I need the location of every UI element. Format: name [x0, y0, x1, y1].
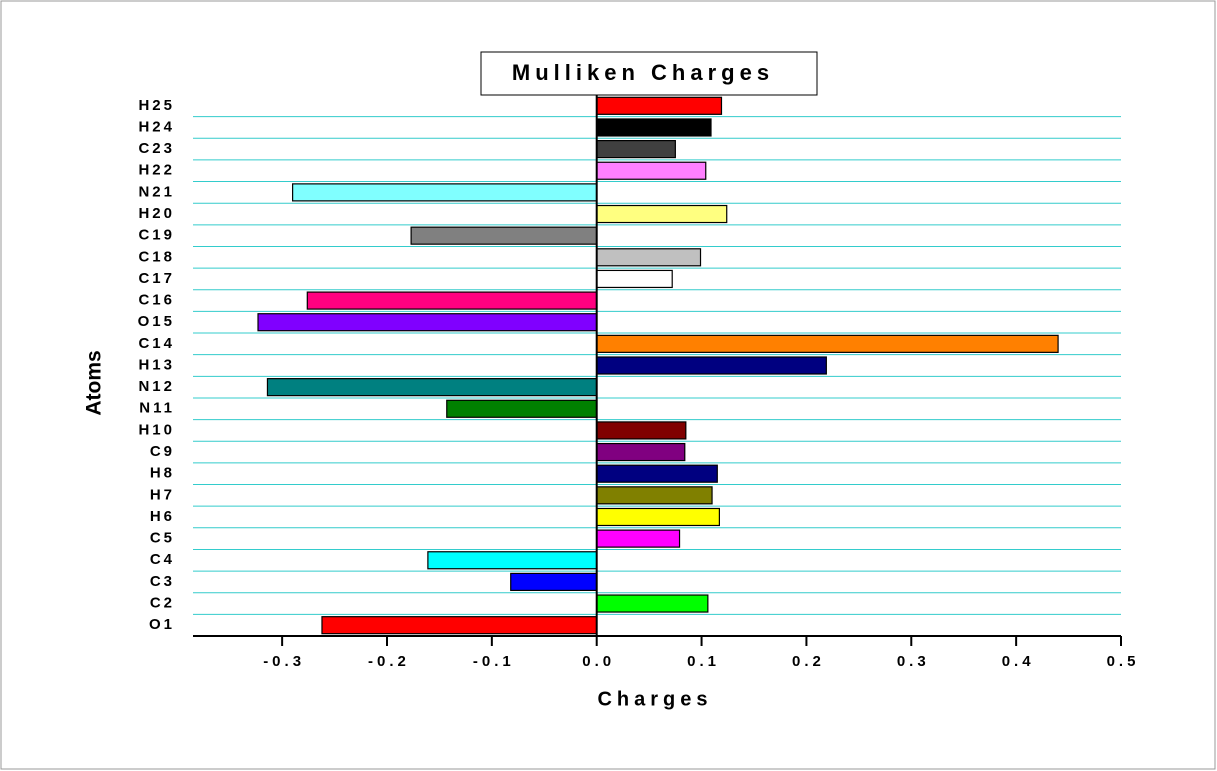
- bar: [306, 291, 598, 310]
- y-tick-label: H24: [138, 118, 175, 135]
- y-tick-label: C3: [150, 573, 175, 590]
- y-tick-label: N21: [138, 183, 175, 200]
- y-tick-label: H8: [150, 465, 175, 482]
- x-tick-label: 0.3: [897, 653, 930, 670]
- bar: [596, 486, 713, 505]
- y-tick-label: C4: [150, 551, 175, 568]
- y-tick-label: C17: [138, 270, 175, 287]
- bar: [257, 313, 598, 332]
- y-tick-label: C9: [150, 443, 175, 460]
- y-tick-label: N11: [139, 400, 175, 417]
- y-tick-label: H22: [138, 162, 175, 179]
- bar: [596, 118, 712, 137]
- y-tick-label: O1: [149, 616, 175, 633]
- bar: [596, 529, 681, 548]
- x-tick-label: 0.0: [582, 653, 615, 670]
- bar: [596, 96, 723, 115]
- x-tick-label: -0.1: [473, 653, 515, 670]
- chart-title: Mulliken Charges: [512, 60, 774, 85]
- y-tick-label: C14: [138, 335, 175, 352]
- x-tick-label: 0.2: [792, 653, 825, 670]
- title-box: [480, 51, 818, 96]
- x-tick-label: -0.3: [263, 653, 305, 670]
- bar: [596, 421, 687, 440]
- bar: [410, 226, 598, 245]
- x-tick-label: 0.1: [687, 653, 720, 670]
- y-tick-label: C5: [150, 530, 175, 547]
- bar: [596, 334, 1059, 353]
- y-tick-label: H20: [138, 205, 175, 222]
- y-tick-label: C16: [138, 292, 175, 309]
- bar: [596, 594, 709, 613]
- bar: [596, 507, 720, 527]
- x-tick-label: 0.4: [1002, 653, 1035, 670]
- bar: [596, 269, 673, 289]
- y-tick-label: C18: [138, 248, 175, 265]
- y-tick-label: H10: [138, 421, 175, 438]
- y-axis-label: Atoms: [83, 350, 106, 415]
- bar: [596, 140, 676, 159]
- y-tick-label: C23: [138, 140, 175, 157]
- y-tick-label: H25: [138, 97, 175, 114]
- bar: [266, 378, 598, 397]
- y-tick-label: H7: [150, 486, 175, 503]
- bar: [292, 183, 598, 202]
- x-tick-label: -0.2: [368, 653, 410, 670]
- y-tick-label: N12: [138, 378, 175, 395]
- x-axis-label: Charges: [597, 688, 712, 710]
- y-tick-label: O15: [138, 313, 175, 330]
- bar: [446, 399, 598, 418]
- bar: [596, 204, 728, 224]
- bar: [321, 616, 598, 635]
- bar: [596, 442, 686, 462]
- y-tick-label: H13: [138, 356, 175, 373]
- y-tick-label: C2: [150, 595, 175, 612]
- bar: [596, 356, 827, 375]
- y-tick-label: H6: [150, 508, 175, 525]
- bar: [427, 551, 598, 570]
- bar: [596, 464, 718, 483]
- y-tick-label: C19: [138, 227, 175, 244]
- bar: [596, 161, 707, 180]
- bar: [510, 572, 598, 592]
- x-tick-label: 0.5: [1107, 653, 1140, 670]
- bar: [596, 248, 702, 267]
